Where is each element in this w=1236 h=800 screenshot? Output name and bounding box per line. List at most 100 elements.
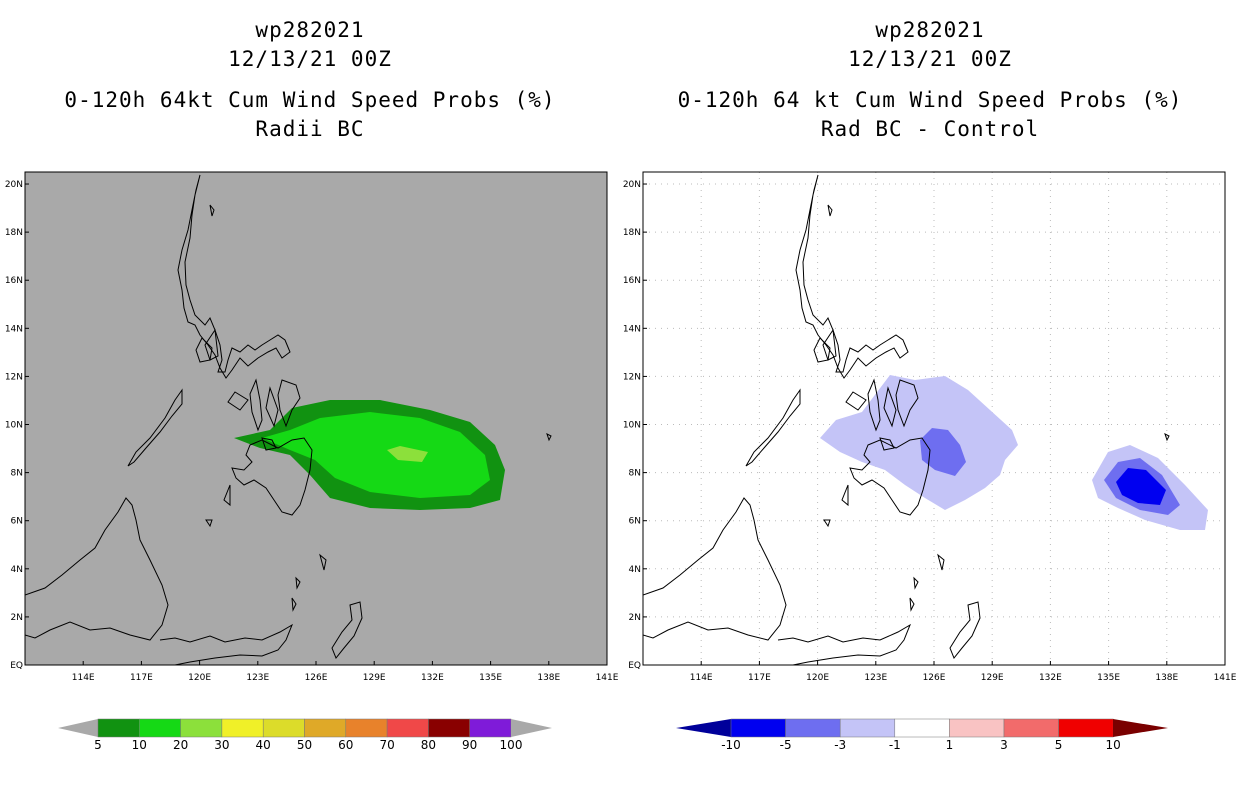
left-storm-id: wp282021 — [255, 18, 365, 42]
colorbar-swatch — [345, 718, 388, 738]
lat-label: 10N — [623, 421, 641, 431]
colorbar-label: 50 — [297, 738, 312, 752]
colorbar-label: 90 — [462, 738, 477, 752]
right-storm-id: wp282021 — [875, 18, 985, 42]
lon-label: 126E — [305, 673, 328, 683]
lon-label: 123E — [864, 673, 887, 683]
colorbar-swatch — [386, 718, 429, 738]
colorbar-swatch — [785, 718, 841, 738]
lon-label: 120E — [188, 673, 211, 683]
left-title-block: wp282021 12/13/21 00Z 0-120h 64kt Cum Wi… — [20, 16, 600, 144]
lon-label: 129E — [363, 673, 386, 683]
lat-label: 2N — [11, 613, 23, 623]
lat-label: 14N — [623, 324, 641, 334]
lat-label: 20N — [5, 180, 23, 190]
colorbar-swatch — [1003, 718, 1059, 738]
lon-label: 135E — [479, 673, 502, 683]
colorbar-label: 70 — [379, 738, 394, 752]
colorbar-swatch — [97, 718, 140, 738]
colorbar-swatch — [428, 718, 470, 738]
colorbar-label: -3 — [834, 738, 846, 752]
lat-label: 2N — [629, 613, 641, 623]
left-colorbar-min-cap — [58, 719, 98, 737]
colorbar-swatch — [304, 718, 347, 738]
right-colorbar-min-cap — [676, 719, 731, 737]
colorbar-label: 5 — [1055, 738, 1063, 752]
colorbar-label: 10 — [132, 738, 147, 752]
lat-label: 10N — [5, 421, 23, 431]
colorbar-swatch — [139, 718, 181, 738]
left-map-panel: 114E 117E 120E 123E 126E 129E 132E 135E 138E 141E… — [5, 171, 619, 683]
lon-label: 132E — [1039, 673, 1062, 683]
left-colorbar-max-cap — [511, 719, 552, 737]
lat-label: 8N — [11, 469, 23, 479]
lon-label: 120E — [806, 673, 829, 683]
lat-label: 16N — [5, 276, 23, 286]
lat-label: EQ — [628, 661, 641, 671]
right-product-title: 0-120h 64 kt Cum Wind Speed Probs (%) — [677, 88, 1183, 112]
colorbar-swatch — [221, 718, 264, 738]
lat-label: 18N — [623, 228, 641, 238]
colorbar-swatch — [839, 718, 896, 738]
lat-label: 20N — [623, 180, 641, 190]
left-datetime: 12/13/21 00Z — [228, 47, 392, 71]
left-prob-contour-20 — [387, 446, 428, 462]
colorbar-label: -5 — [780, 738, 792, 752]
lon-label: 132E — [421, 673, 444, 683]
colorbar-label: 100 — [500, 738, 523, 752]
left-colorbar: 5 10 20 30 40 50 60 70 80 90 100 — [58, 718, 552, 752]
lon-label: 138E — [537, 673, 560, 683]
lat-label: 18N — [5, 228, 23, 238]
right-colorbar-max-cap — [1113, 719, 1168, 737]
lon-label: 141E — [596, 673, 619, 683]
lat-label: 12N — [5, 372, 23, 382]
colorbar-label: 80 — [421, 738, 436, 752]
colorbar-label: 5 — [94, 738, 102, 752]
lon-label: 126E — [923, 673, 946, 683]
colorbar-label: 20 — [173, 738, 188, 752]
lon-label: 138E — [1155, 673, 1178, 683]
lon-label: 117E — [748, 673, 771, 683]
right-datetime: 12/13/21 00Z — [848, 47, 1012, 71]
colorbar-swatch — [1058, 718, 1114, 738]
colorbar-label: 60 — [338, 738, 353, 752]
lon-label: 117E — [130, 673, 153, 683]
colorbar-label: 3 — [1000, 738, 1008, 752]
colorbar-label: -10 — [721, 738, 741, 752]
colorbar-swatch — [469, 718, 512, 738]
colorbar-label: 10 — [1106, 738, 1121, 752]
colorbar-swatch — [262, 718, 305, 738]
lon-label: 135E — [1097, 673, 1120, 683]
lat-label: 16N — [623, 276, 641, 286]
colorbar-label: -1 — [889, 738, 901, 752]
lat-label: 6N — [629, 517, 641, 527]
lon-label: 114E — [72, 673, 95, 683]
right-subtitle: Rad BC - Control — [820, 117, 1040, 141]
left-subtitle: Radii BC — [255, 117, 365, 141]
lat-label: 12N — [623, 372, 641, 382]
lat-label: 8N — [629, 469, 641, 479]
colorbar-swatch — [894, 718, 950, 738]
lon-label: 129E — [981, 673, 1004, 683]
lat-label: 4N — [11, 565, 23, 575]
lon-label: 123E — [246, 673, 269, 683]
colorbar-swatch — [949, 718, 1005, 738]
right-map-panel: 114E 117E 120E 123E 126E 129E 132E 135E 138E 141E… — [623, 171, 1236, 683]
right-diff-contour-east-minus5 — [1116, 468, 1166, 505]
lat-label: EQ — [10, 661, 23, 671]
left-axis-ticks: 114E 117E 120E 123E 126E 129E 132E 135E 138E 141E… — [5, 180, 619, 683]
left-prob-contour-10 — [262, 412, 490, 498]
colorbar-label: 40 — [256, 738, 271, 752]
lat-label: 6N — [11, 517, 23, 527]
right-title-block: wp282021 12/13/21 00Z 0-120h 64 kt Cum W… — [630, 16, 1230, 144]
colorbar-swatch — [730, 718, 786, 738]
right-colorbar: -10 -5 -3 -1 1 3 5 10 — [676, 718, 1168, 752]
colorbar-label: 30 — [214, 738, 229, 752]
right-axis-ticks: 114E 117E 120E 123E 126E 129E 132E 135E 138E 141E… — [623, 180, 1236, 683]
lon-label: 141E — [1214, 673, 1236, 683]
colorbar-swatch — [180, 718, 223, 738]
lon-label: 114E — [690, 673, 713, 683]
right-diff-contour-minus3 — [920, 428, 966, 476]
lat-label: 4N — [629, 565, 641, 575]
